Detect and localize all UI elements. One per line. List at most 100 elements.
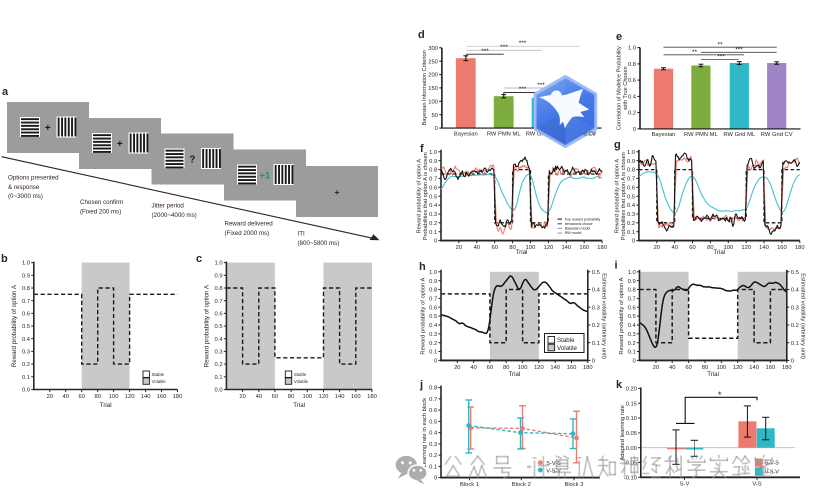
svg-text:0: 0	[592, 359, 595, 365]
svg-text:Bayesian Information Criterion: Bayesian Information Criterion	[422, 50, 428, 125]
svg-text:Bayesian model: Bayesian model	[565, 227, 591, 231]
svg-text:0.0: 0.0	[215, 388, 223, 394]
svg-text:0.4: 0.4	[429, 431, 438, 437]
svg-text:0: 0	[434, 239, 437, 245]
svg-text:1.0: 1.0	[628, 270, 636, 276]
svg-text:0.9: 0.9	[628, 279, 636, 285]
svg-text:0.9: 0.9	[429, 279, 437, 285]
svg-text:Bayesian: Bayesian	[652, 132, 676, 138]
svg-text:0: 0	[632, 359, 635, 365]
svg-text:Stable: Stable	[152, 372, 165, 377]
svg-text:?: ?	[189, 155, 195, 166]
svg-text:0.1: 0.1	[592, 341, 600, 347]
svg-text:RW PMN ML: RW PMN ML	[684, 132, 718, 138]
svg-text:1.0: 1.0	[429, 150, 437, 156]
svg-text:180: 180	[583, 365, 593, 371]
svg-text:0.3: 0.3	[429, 442, 437, 448]
svg-text:40: 40	[474, 245, 480, 251]
svg-text:0.6: 0.6	[628, 78, 636, 84]
svg-text:0.5: 0.5	[429, 194, 437, 200]
svg-text:0: 0	[434, 359, 437, 365]
svg-text:Volatile: Volatile	[152, 379, 167, 384]
svg-text:ITI: ITI	[298, 231, 305, 238]
svg-text:60: 60	[689, 245, 695, 251]
svg-text:0.2: 0.2	[429, 221, 437, 227]
svg-text:Bayesian: Bayesian	[454, 131, 478, 137]
svg-text:0.3: 0.3	[429, 332, 437, 338]
svg-text:0.2: 0.2	[628, 341, 636, 347]
svg-text:0.05: 0.05	[626, 431, 637, 437]
svg-text:+: +	[335, 187, 340, 197]
svg-text:V-S: V-S	[752, 482, 761, 488]
svg-text:0.4: 0.4	[628, 95, 637, 101]
svg-text:0.3: 0.3	[22, 350, 30, 356]
svg-text:180: 180	[173, 394, 183, 400]
svg-text:Volatile: Volatile	[557, 345, 578, 352]
svg-text:Reward delivered: Reward delivered	[225, 221, 274, 228]
svg-text:0.6: 0.6	[429, 408, 437, 414]
svg-text:c: c	[196, 253, 202, 265]
svg-text:0: 0	[435, 126, 438, 132]
svg-text:0: 0	[632, 239, 635, 245]
svg-text:0.5: 0.5	[429, 314, 437, 320]
svg-text:120: 120	[733, 365, 743, 371]
svg-text:0.7: 0.7	[22, 299, 30, 305]
svg-text:Block 3: Block 3	[564, 482, 583, 488]
svg-text:0.8: 0.8	[429, 386, 437, 392]
svg-text:0.1: 0.1	[791, 341, 799, 347]
svg-text:40: 40	[470, 365, 476, 371]
svg-text:100: 100	[302, 394, 312, 400]
svg-text:140: 140	[550, 365, 560, 371]
svg-text:120: 120	[125, 394, 135, 400]
svg-text:250: 250	[428, 59, 438, 65]
svg-text:0.3: 0.3	[791, 305, 799, 311]
svg-text:0.00: 0.00	[626, 446, 637, 452]
svg-text:***: ***	[717, 54, 725, 61]
svg-text:0.8: 0.8	[429, 168, 437, 174]
svg-text:0.1: 0.1	[429, 230, 437, 236]
svg-text:100: 100	[518, 365, 528, 371]
svg-text:150: 150	[428, 86, 438, 92]
svg-text:0.6: 0.6	[628, 305, 636, 311]
svg-text:0.0: 0.0	[22, 388, 30, 394]
svg-text:*: *	[718, 390, 722, 401]
svg-text:Trial: Trial	[508, 371, 520, 378]
svg-text:i: i	[615, 260, 618, 272]
svg-text:0.1: 0.1	[429, 465, 437, 471]
svg-text:0.3: 0.3	[592, 305, 600, 311]
svg-text:0.9: 0.9	[215, 273, 223, 279]
svg-text:with True Chosen: with True Chosen	[623, 66, 629, 111]
svg-text:Stable: Stable	[294, 372, 307, 377]
svg-text:0.7: 0.7	[215, 299, 223, 305]
svg-text:0.10: 0.10	[626, 416, 637, 422]
svg-text:160: 160	[579, 245, 589, 251]
svg-text:***: ***	[537, 82, 545, 89]
svg-text:160: 160	[766, 365, 776, 371]
svg-text:k: k	[616, 379, 623, 391]
svg-text:Reward probability of option A: Reward probability of option A	[203, 284, 210, 367]
svg-text:(Fixed 200 ms): (Fixed 200 ms)	[80, 208, 121, 215]
svg-text:80: 80	[707, 245, 713, 251]
svg-text:0.5: 0.5	[22, 324, 30, 330]
svg-text:80: 80	[702, 365, 708, 371]
svg-text:**: **	[717, 42, 723, 49]
svg-text:0.4: 0.4	[592, 288, 601, 294]
svg-text:**: **	[692, 49, 698, 56]
svg-text:Trial: Trial	[707, 371, 719, 378]
svg-text:120: 120	[319, 394, 329, 400]
svg-text:0.7: 0.7	[627, 177, 635, 183]
svg-text:0.8: 0.8	[215, 286, 223, 292]
svg-text:0.2: 0.2	[429, 341, 437, 347]
svg-text:0.20: 0.20	[626, 387, 637, 393]
svg-text:0.2: 0.2	[592, 323, 600, 329]
svg-text:140: 140	[759, 245, 769, 251]
svg-text:0.9: 0.9	[429, 159, 437, 165]
svg-text:40: 40	[256, 394, 262, 400]
svg-text:0.6: 0.6	[627, 185, 635, 191]
svg-text:0.6: 0.6	[429, 185, 437, 191]
svg-text:40: 40	[669, 365, 675, 371]
svg-text:V-S-V: V-S-V	[546, 468, 561, 474]
svg-text:Correlation of Modelce Probabi: Correlation of Modelce Probability	[617, 46, 623, 130]
svg-text:80: 80	[509, 245, 515, 251]
svg-text:0.4: 0.4	[627, 203, 636, 209]
